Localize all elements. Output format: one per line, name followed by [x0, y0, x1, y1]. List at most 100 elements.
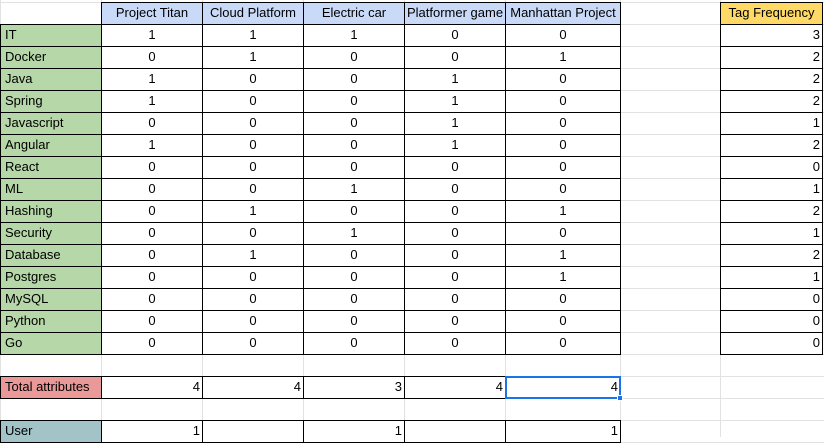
- value-cell[interactable]: 0: [101, 200, 203, 223]
- value-cell[interactable]: 0: [505, 332, 621, 355]
- tag-frequency-cell[interactable]: 2: [720, 68, 823, 91]
- value-cell[interactable]: 0: [303, 46, 405, 69]
- value-cell[interactable]: 1: [505, 266, 621, 289]
- total-attributes-cell[interactable]: 4: [101, 376, 203, 399]
- tag-name-cell[interactable]: Javascript: [0, 112, 102, 135]
- user-value-cell[interactable]: 1: [303, 420, 405, 443]
- value-cell[interactable]: 0: [101, 288, 203, 311]
- column-header-project[interactable]: Manhattan Project: [505, 2, 621, 25]
- tag-frequency-cell[interactable]: 1: [720, 112, 823, 135]
- tag-name-cell[interactable]: IT: [0, 24, 102, 47]
- fill-handle[interactable]: [617, 395, 623, 401]
- value-cell[interactable]: 0: [101, 244, 203, 267]
- column-header-project[interactable]: Electric car: [303, 2, 405, 25]
- tag-frequency-cell[interactable]: 2: [720, 244, 823, 267]
- value-cell[interactable]: 1: [404, 68, 506, 91]
- value-cell[interactable]: 1: [202, 200, 304, 223]
- value-cell[interactable]: 0: [505, 178, 621, 201]
- tag-frequency-cell[interactable]: 3: [720, 24, 823, 47]
- tag-name-cell[interactable]: Angular: [0, 134, 102, 157]
- value-cell[interactable]: 0: [202, 332, 304, 355]
- tag-name-cell[interactable]: React: [0, 156, 102, 179]
- value-cell[interactable]: 0: [404, 310, 506, 333]
- value-cell[interactable]: 1: [505, 46, 621, 69]
- value-cell[interactable]: 0: [404, 244, 506, 267]
- tag-name-cell[interactable]: Postgres: [0, 266, 102, 289]
- value-cell[interactable]: 1: [404, 90, 506, 113]
- value-cell[interactable]: 1: [404, 134, 506, 157]
- value-cell[interactable]: 0: [202, 134, 304, 157]
- value-cell[interactable]: 0: [404, 178, 506, 201]
- value-cell[interactable]: 1: [202, 46, 304, 69]
- value-cell[interactable]: 0: [505, 24, 621, 47]
- value-cell[interactable]: 0: [303, 332, 405, 355]
- user-label[interactable]: User: [0, 420, 102, 443]
- value-cell[interactable]: 1: [505, 244, 621, 267]
- value-cell[interactable]: 0: [505, 288, 621, 311]
- total-attributes-cell[interactable]: 4: [202, 376, 304, 399]
- value-cell[interactable]: 0: [202, 288, 304, 311]
- total-attributes-cell[interactable]: 4: [404, 376, 506, 399]
- value-cell[interactable]: 1: [404, 112, 506, 135]
- total-attributes-cell[interactable]: 3: [303, 376, 405, 399]
- value-cell[interactable]: 0: [303, 134, 405, 157]
- tag-frequency-cell[interactable]: 1: [720, 266, 823, 289]
- value-cell[interactable]: 0: [404, 288, 506, 311]
- value-cell[interactable]: 0: [505, 310, 621, 333]
- tag-name-cell[interactable]: Java: [0, 68, 102, 91]
- tag-name-cell[interactable]: Python: [0, 310, 102, 333]
- value-cell[interactable]: 1: [303, 178, 405, 201]
- value-cell[interactable]: 0: [303, 200, 405, 223]
- value-cell[interactable]: 0: [101, 178, 203, 201]
- value-cell[interactable]: 0: [202, 178, 304, 201]
- value-cell[interactable]: 1: [202, 24, 304, 47]
- value-cell[interactable]: 0: [303, 156, 405, 179]
- tag-frequency-cell[interactable]: 1: [720, 222, 823, 245]
- value-cell[interactable]: 0: [505, 134, 621, 157]
- tag-frequency-cell[interactable]: 0: [720, 288, 823, 311]
- value-cell[interactable]: 0: [404, 156, 506, 179]
- value-cell[interactable]: 0: [202, 310, 304, 333]
- tag-name-cell[interactable]: Docker: [0, 46, 102, 69]
- selected-cell[interactable]: 4: [505, 376, 621, 399]
- value-cell[interactable]: 0: [202, 266, 304, 289]
- value-cell[interactable]: 0: [404, 222, 506, 245]
- tag-name-cell[interactable]: Security: [0, 222, 102, 245]
- tag-name-cell[interactable]: ML: [0, 178, 102, 201]
- value-cell[interactable]: 1: [101, 90, 203, 113]
- value-cell[interactable]: 1: [303, 222, 405, 245]
- user-value-cell[interactable]: [202, 420, 304, 443]
- value-cell[interactable]: 0: [303, 112, 405, 135]
- value-cell[interactable]: 0: [404, 46, 506, 69]
- column-header-project[interactable]: Project Titan: [101, 2, 203, 25]
- tag-frequency-cell[interactable]: 0: [720, 156, 823, 179]
- value-cell[interactable]: 0: [303, 90, 405, 113]
- value-cell[interactable]: 1: [202, 244, 304, 267]
- tag-name-cell[interactable]: Hashing: [0, 200, 102, 223]
- value-cell[interactable]: 0: [202, 222, 304, 245]
- value-cell[interactable]: 0: [101, 112, 203, 135]
- value-cell[interactable]: 1: [101, 24, 203, 47]
- value-cell[interactable]: 0: [202, 112, 304, 135]
- tag-frequency-cell[interactable]: 1: [720, 178, 823, 201]
- value-cell[interactable]: 0: [303, 288, 405, 311]
- user-value-cell[interactable]: 1: [101, 420, 203, 443]
- value-cell[interactable]: 0: [505, 156, 621, 179]
- value-cell[interactable]: 0: [101, 332, 203, 355]
- column-header-tag-frequency[interactable]: Tag Frequency: [720, 2, 823, 25]
- tag-frequency-cell[interactable]: 2: [720, 200, 823, 223]
- tag-frequency-cell[interactable]: 2: [720, 46, 823, 69]
- tag-name-cell[interactable]: Go: [0, 332, 102, 355]
- value-cell[interactable]: 0: [505, 90, 621, 113]
- value-cell[interactable]: 0: [202, 156, 304, 179]
- total-attributes-label[interactable]: Total attributes: [0, 376, 102, 399]
- value-cell[interactable]: 0: [505, 112, 621, 135]
- value-cell[interactable]: 0: [505, 68, 621, 91]
- value-cell[interactable]: 0: [505, 222, 621, 245]
- value-cell[interactable]: 0: [404, 200, 506, 223]
- tag-frequency-cell[interactable]: 2: [720, 90, 823, 113]
- user-value-cell[interactable]: 1: [505, 420, 621, 443]
- value-cell[interactable]: 0: [303, 266, 405, 289]
- value-cell[interactable]: 1: [303, 24, 405, 47]
